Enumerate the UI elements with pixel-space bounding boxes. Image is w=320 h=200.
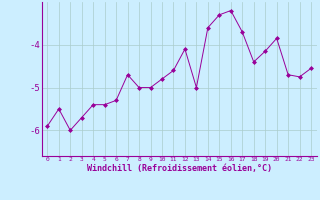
X-axis label: Windchill (Refroidissement éolien,°C): Windchill (Refroidissement éolien,°C) [87,164,272,173]
